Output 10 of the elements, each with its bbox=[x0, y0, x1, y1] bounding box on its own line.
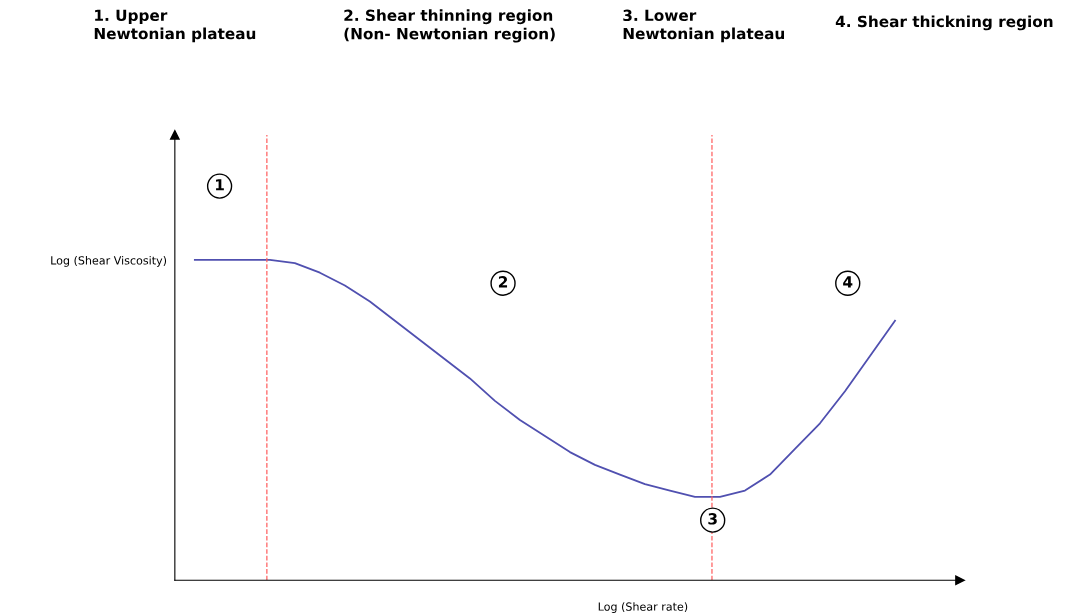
text: 1 bbox=[216, 179, 224, 191]
text: 2. Shear thinning region (Non- Newtonian region) bbox=[344, 9, 555, 43]
annotation: 2 bbox=[498, 276, 508, 288]
y-axis-title: Log (Shear Viscosity) bbox=[51, 256, 167, 267]
x-axis-title: Log (Shear rate) bbox=[598, 602, 688, 613]
text: 3. Lower Newtonian plateau bbox=[623, 9, 785, 43]
text: 1. Upper Newtonian plateau bbox=[94, 9, 256, 43]
annotation: 4 bbox=[843, 276, 853, 288]
annotation: 3 bbox=[708, 513, 717, 525]
text: 4. Shear thickning region bbox=[835, 15, 1053, 31]
